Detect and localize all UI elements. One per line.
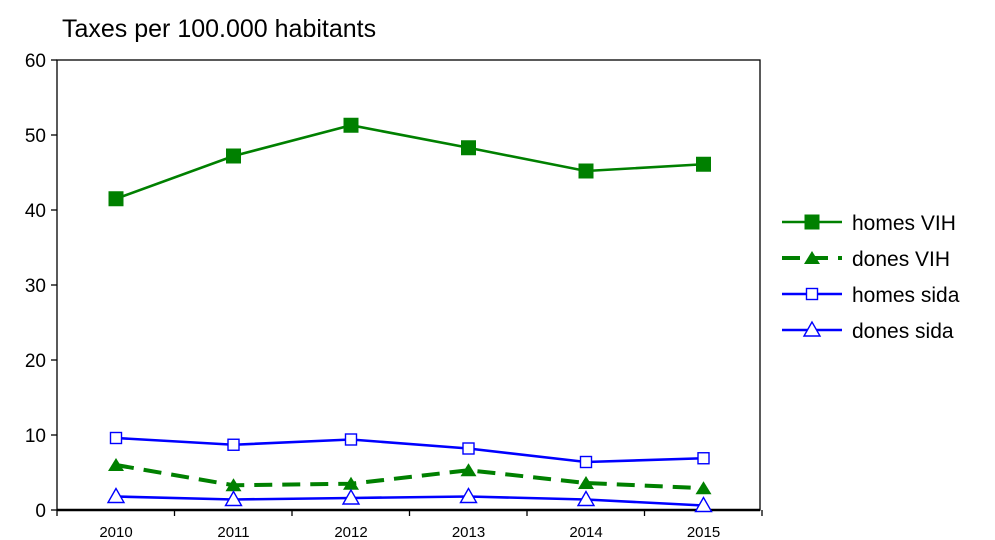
- y-tick-label: 30: [25, 276, 46, 297]
- legend-label: dones VIH: [852, 248, 950, 271]
- x-tick-label: 2011: [217, 524, 249, 540]
- legend-marker: [805, 287, 819, 301]
- data-point: [224, 490, 243, 507]
- data-point: [694, 496, 713, 513]
- data-point: [344, 433, 358, 446]
- legend-marker: [804, 251, 820, 264]
- y-tick-label: 20: [25, 351, 46, 372]
- axes: 0 10 20 30 40 50 60 2010 2011 2012 2013 2014 2015: [25, 51, 763, 540]
- legend-label: homes sida: [852, 284, 960, 307]
- data-point: [460, 463, 477, 477]
- legend: homes VIH dones VIH homes sida dones sida: [782, 212, 960, 343]
- plot-frame: [56, 59, 761, 511]
- data-point: [108, 458, 124, 471]
- legend-label: dones sida: [852, 320, 954, 343]
- data-point: [227, 438, 240, 451]
- data-point: [576, 490, 596, 507]
- y-tick-label: 10: [25, 426, 46, 447]
- data-point: [579, 455, 593, 469]
- legend-marker: [804, 214, 820, 230]
- series-line: [115, 123, 704, 200]
- data-point: [225, 478, 242, 492]
- data-point: [108, 191, 124, 207]
- data-point: [697, 452, 710, 465]
- y-tick-label: 0: [35, 501, 46, 522]
- data-point: [106, 487, 126, 504]
- data-point: [578, 163, 594, 179]
- series-line: [115, 436, 704, 464]
- chart-title: Taxes per 100.000 habitants: [62, 15, 376, 43]
- series-line: [115, 495, 704, 507]
- legend-marker: [802, 320, 822, 337]
- data-point: [109, 431, 123, 445]
- x-tick-label: 2014: [569, 524, 602, 540]
- data-point: [695, 481, 712, 495]
- x-tick-label: 2010: [99, 524, 132, 540]
- y-tick-label: 50: [25, 126, 46, 147]
- data-point: [343, 117, 359, 133]
- y-tick-label: 60: [25, 51, 46, 72]
- data-point: [578, 476, 594, 489]
- x-tick-label: 2015: [687, 524, 720, 540]
- data-point: [341, 488, 361, 505]
- x-tick-label: 2013: [452, 524, 485, 540]
- data-point: [461, 140, 476, 156]
- data-point: [462, 442, 475, 455]
- legend-label: homes VIH: [852, 212, 956, 235]
- data-point: [343, 476, 359, 490]
- data-point: [696, 156, 711, 172]
- x-tick-label: 2012: [334, 524, 367, 540]
- data-point: [459, 487, 478, 504]
- series-line: [115, 463, 704, 491]
- y-tick-label: 40: [25, 201, 46, 222]
- series-group: [106, 117, 713, 513]
- data-point: [226, 148, 241, 164]
